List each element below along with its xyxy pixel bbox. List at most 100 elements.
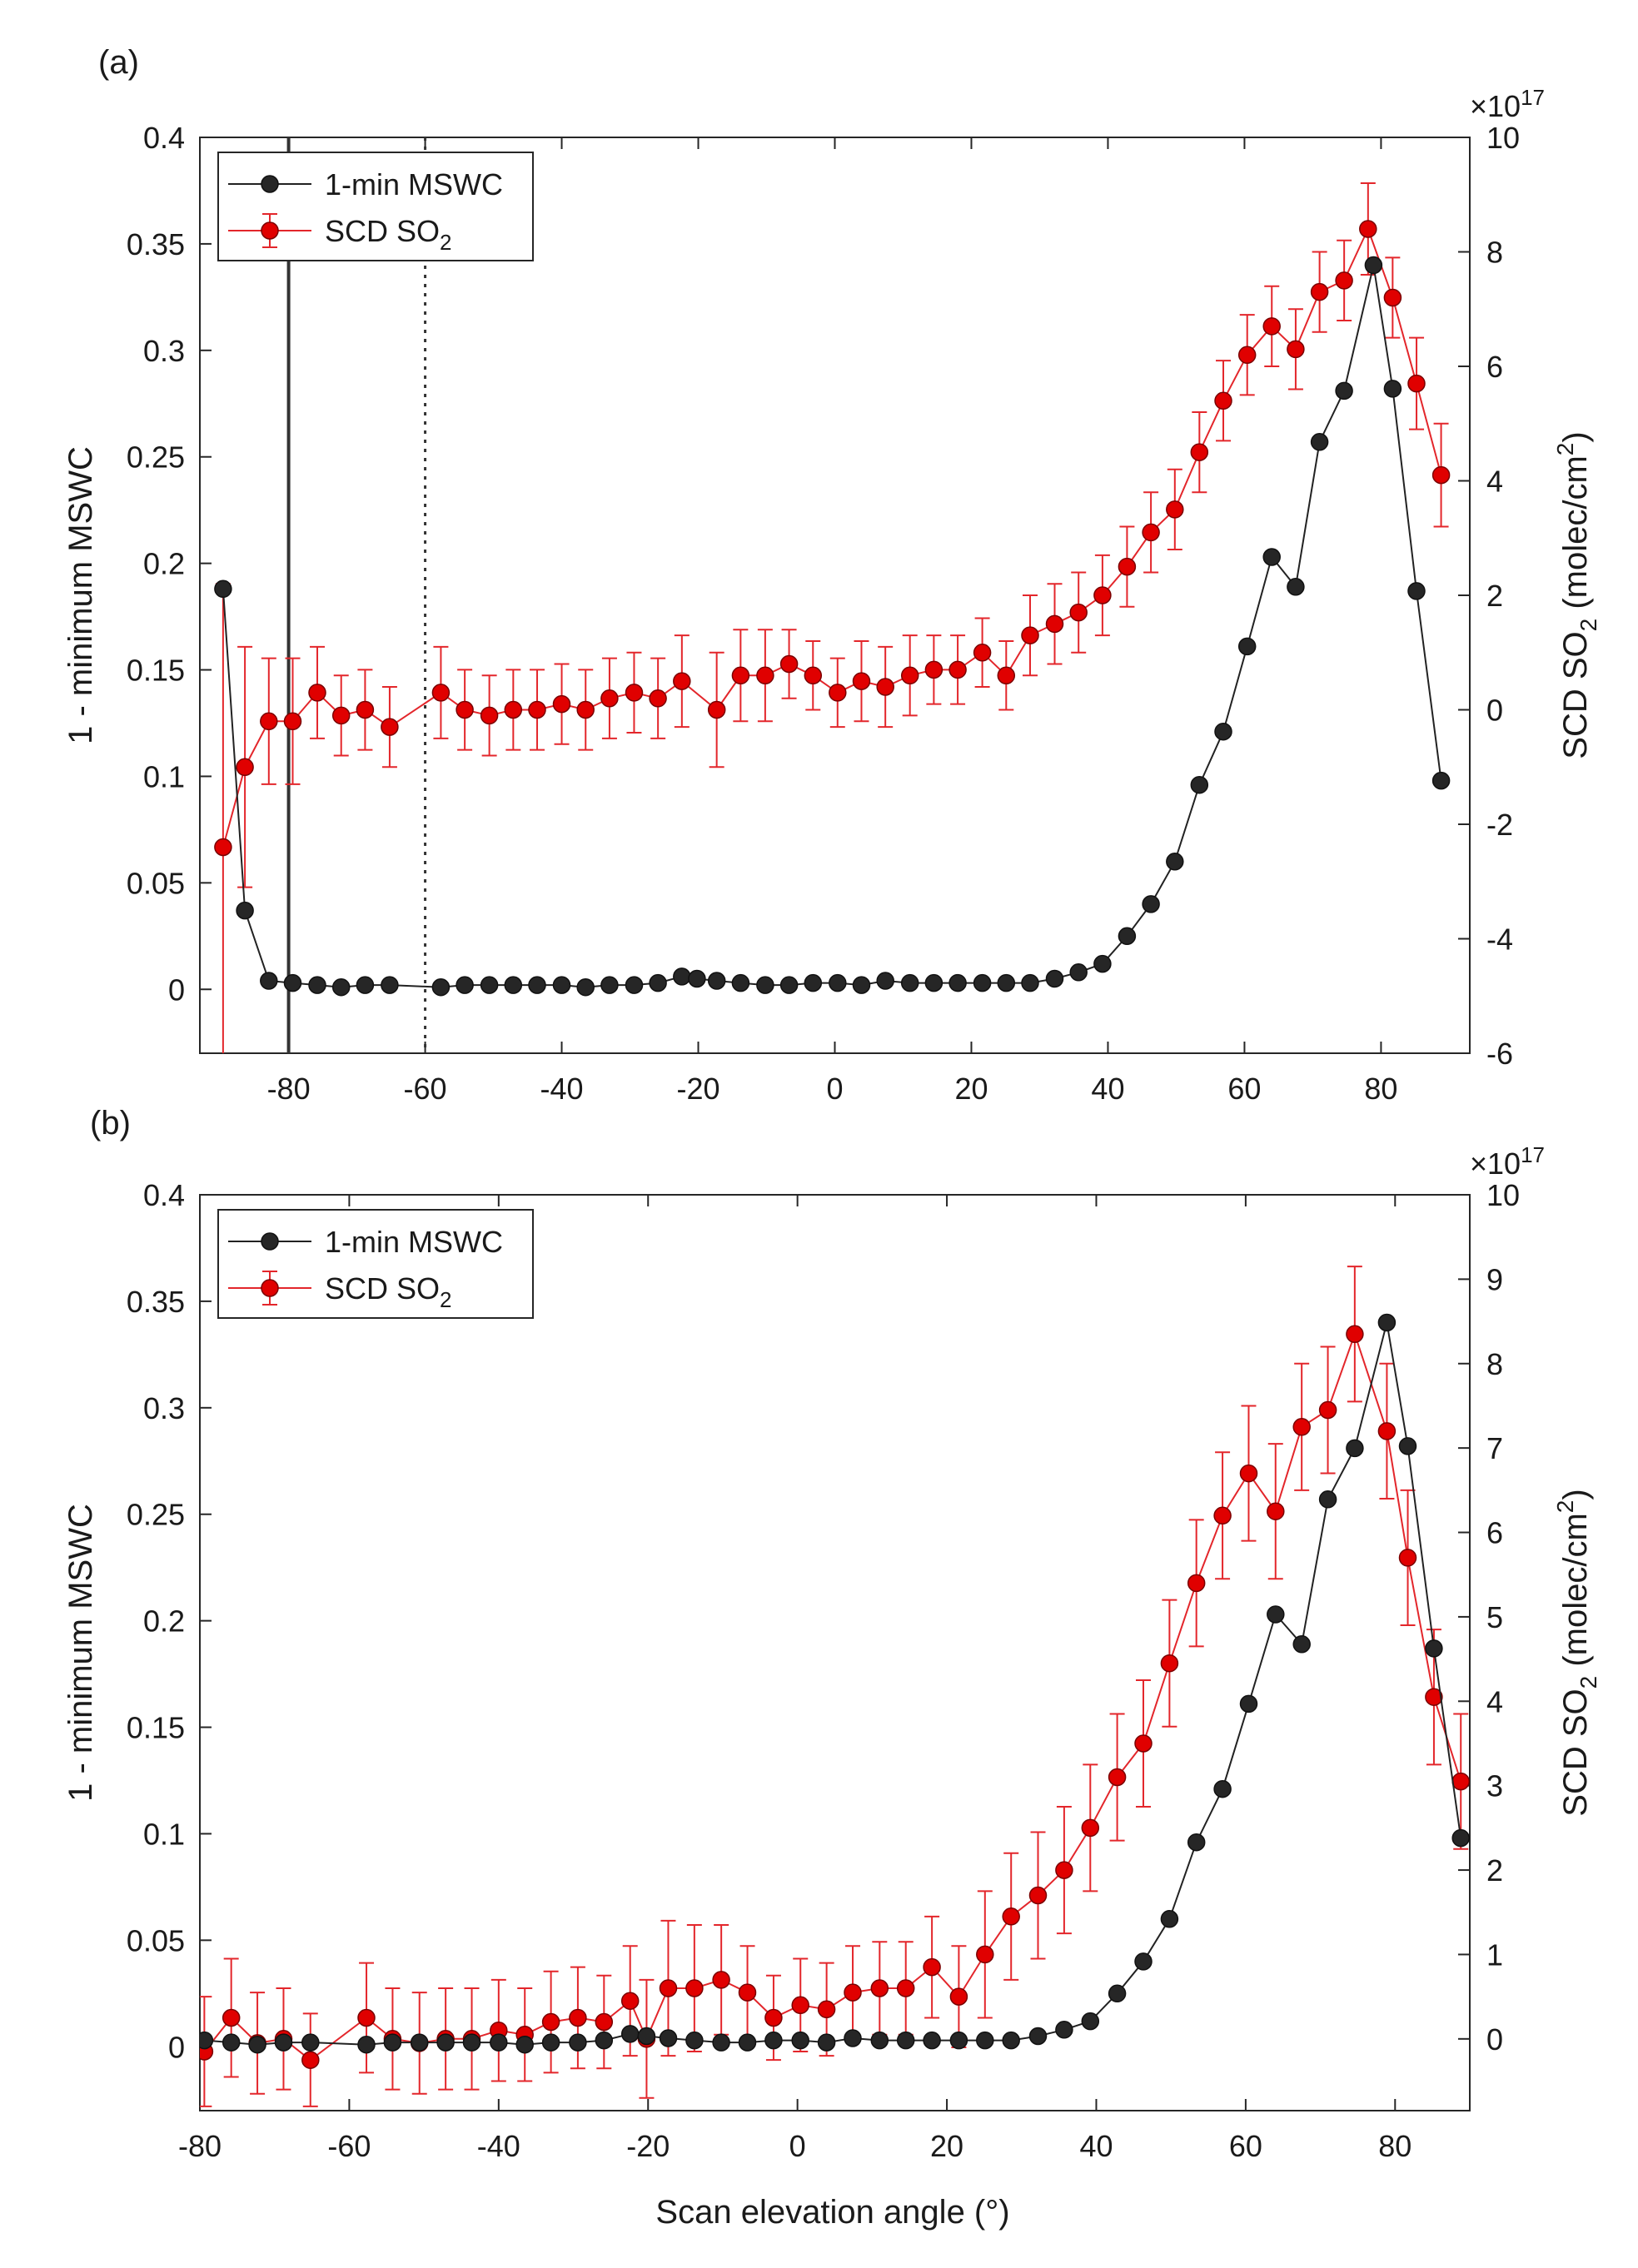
so2-point — [456, 700, 474, 719]
y-right-axis-label-sub: 2 — [1576, 1676, 1601, 1689]
so2-point — [569, 2008, 587, 2027]
mswc-point — [1262, 548, 1281, 566]
legend-mswc-marker — [261, 175, 279, 193]
panel-label: (b) — [90, 1105, 131, 1141]
so2-point — [1318, 1400, 1337, 1420]
y-right-tick-label: 5 — [1486, 1600, 1503, 1634]
x-tick-label: 20 — [954, 1072, 988, 1106]
so2-point — [870, 1979, 889, 1997]
mswc-point — [515, 2035, 534, 2054]
x-tick-label: 60 — [1227, 1072, 1261, 1106]
so2-point — [431, 684, 451, 702]
mswc-point — [1190, 775, 1209, 794]
so2-point — [214, 838, 232, 857]
mswc-point — [1318, 1490, 1337, 1509]
y-left-tick-label: 0.35 — [127, 1285, 185, 1319]
y-right-tick-label: 2 — [1486, 1853, 1503, 1888]
mswc-point — [410, 2033, 429, 2052]
mswc-point — [817, 2033, 836, 2052]
mswc-point — [248, 2035, 266, 2054]
mswc-point — [1267, 1605, 1285, 1624]
mswc-point — [1398, 1437, 1417, 1455]
mswc-point — [356, 976, 375, 994]
mswc-point — [1287, 578, 1305, 596]
y-right-axis-label-close: ) — [1557, 431, 1594, 442]
so2-point — [896, 1979, 915, 1997]
y-left-tick-label: 0.2 — [143, 547, 185, 581]
x-tick-label: -40 — [540, 1072, 584, 1106]
y-right-tick-label: -6 — [1486, 1037, 1513, 1071]
mswc-point — [600, 976, 619, 994]
plot-area — [200, 1266, 1470, 2107]
so2-point — [738, 1983, 757, 2002]
mswc-point — [649, 973, 667, 992]
so2-point — [791, 1996, 809, 2015]
y-left-tick-label: 0.3 — [143, 334, 185, 368]
so2-point — [976, 1945, 994, 1964]
mswc-point — [576, 977, 595, 997]
y-right-tick-label: 7 — [1486, 1431, 1503, 1465]
y-left-axis-label: 1 - minimum MSWC — [62, 1504, 99, 1802]
y-right-axis-label-unit: (molec/cm — [1557, 455, 1594, 619]
mswc-point — [1451, 1828, 1470, 1848]
x-tick-label: 40 — [1079, 2129, 1113, 2163]
so2-point — [1093, 586, 1112, 604]
y-right-axis-label-unit: (molec/cm — [1557, 1513, 1594, 1676]
mswc-point — [436, 2033, 455, 2052]
mswc-point — [997, 973, 1016, 992]
y-left-tick-label: 0.3 — [143, 1391, 185, 1425]
mswc-point — [1142, 895, 1160, 913]
mswc-point — [764, 2031, 783, 2050]
mswc-point — [900, 973, 919, 992]
so2-point — [949, 1987, 968, 2006]
so2-point — [1213, 1506, 1232, 1525]
y-right-tick-label: 6 — [1486, 350, 1503, 384]
so2-point — [997, 666, 1016, 685]
mswc-point — [896, 2031, 915, 2050]
so2-point — [1359, 220, 1377, 238]
mswc-point — [738, 2033, 757, 2052]
so2-point — [600, 689, 619, 708]
so2-point — [1187, 1574, 1206, 1593]
legend-so2-label: SCD SO2 — [325, 214, 452, 255]
mswc-point — [1214, 722, 1232, 741]
y-left-tick-label: 0.25 — [127, 1498, 185, 1532]
so2-point — [829, 684, 847, 702]
y-right-axis-label-sub: 2 — [1576, 619, 1601, 632]
mswc-point — [1346, 1439, 1364, 1458]
y-right-axis-label: SCD SO2 (molec/cm2) — [1552, 431, 1601, 758]
so2-point — [876, 678, 894, 696]
mswc-point — [431, 977, 451, 997]
y-left-axis-label: 1 - minimum MSWC — [62, 446, 99, 744]
mswc-point — [308, 976, 326, 994]
x-tick-label: 80 — [1378, 2129, 1411, 2163]
so2-point — [1021, 626, 1039, 644]
series-mswc — [200, 1313, 1470, 2054]
so2-point — [1055, 1861, 1073, 1879]
so2-point — [1081, 1818, 1100, 1838]
legend-so2-marker — [261, 1279, 279, 1297]
mswc-point — [1028, 2027, 1048, 2046]
mswc-point — [829, 973, 847, 992]
so2-point — [1431, 465, 1451, 485]
so2-point — [1028, 1886, 1048, 1905]
x-axis-label: Scan elevation angle (°) — [655, 2194, 1009, 2231]
so2-point — [673, 672, 691, 690]
y-right-tick-label: 3 — [1486, 1769, 1503, 1803]
mswc-point — [637, 2027, 656, 2046]
mswc-point — [1425, 1639, 1443, 1658]
so2-point — [1214, 391, 1232, 410]
so2-point — [1190, 443, 1209, 461]
so2-point — [1237, 346, 1257, 365]
mswc-point — [659, 2029, 678, 2047]
exponent-power: 17 — [1521, 85, 1545, 110]
mswc-point — [214, 579, 232, 599]
so2-point — [1142, 523, 1160, 542]
so2-point — [1166, 500, 1184, 519]
mswc-point — [1187, 1833, 1206, 1852]
so2-point — [381, 718, 399, 736]
so2-point — [1160, 1654, 1179, 1673]
mswc-point — [688, 969, 706, 988]
